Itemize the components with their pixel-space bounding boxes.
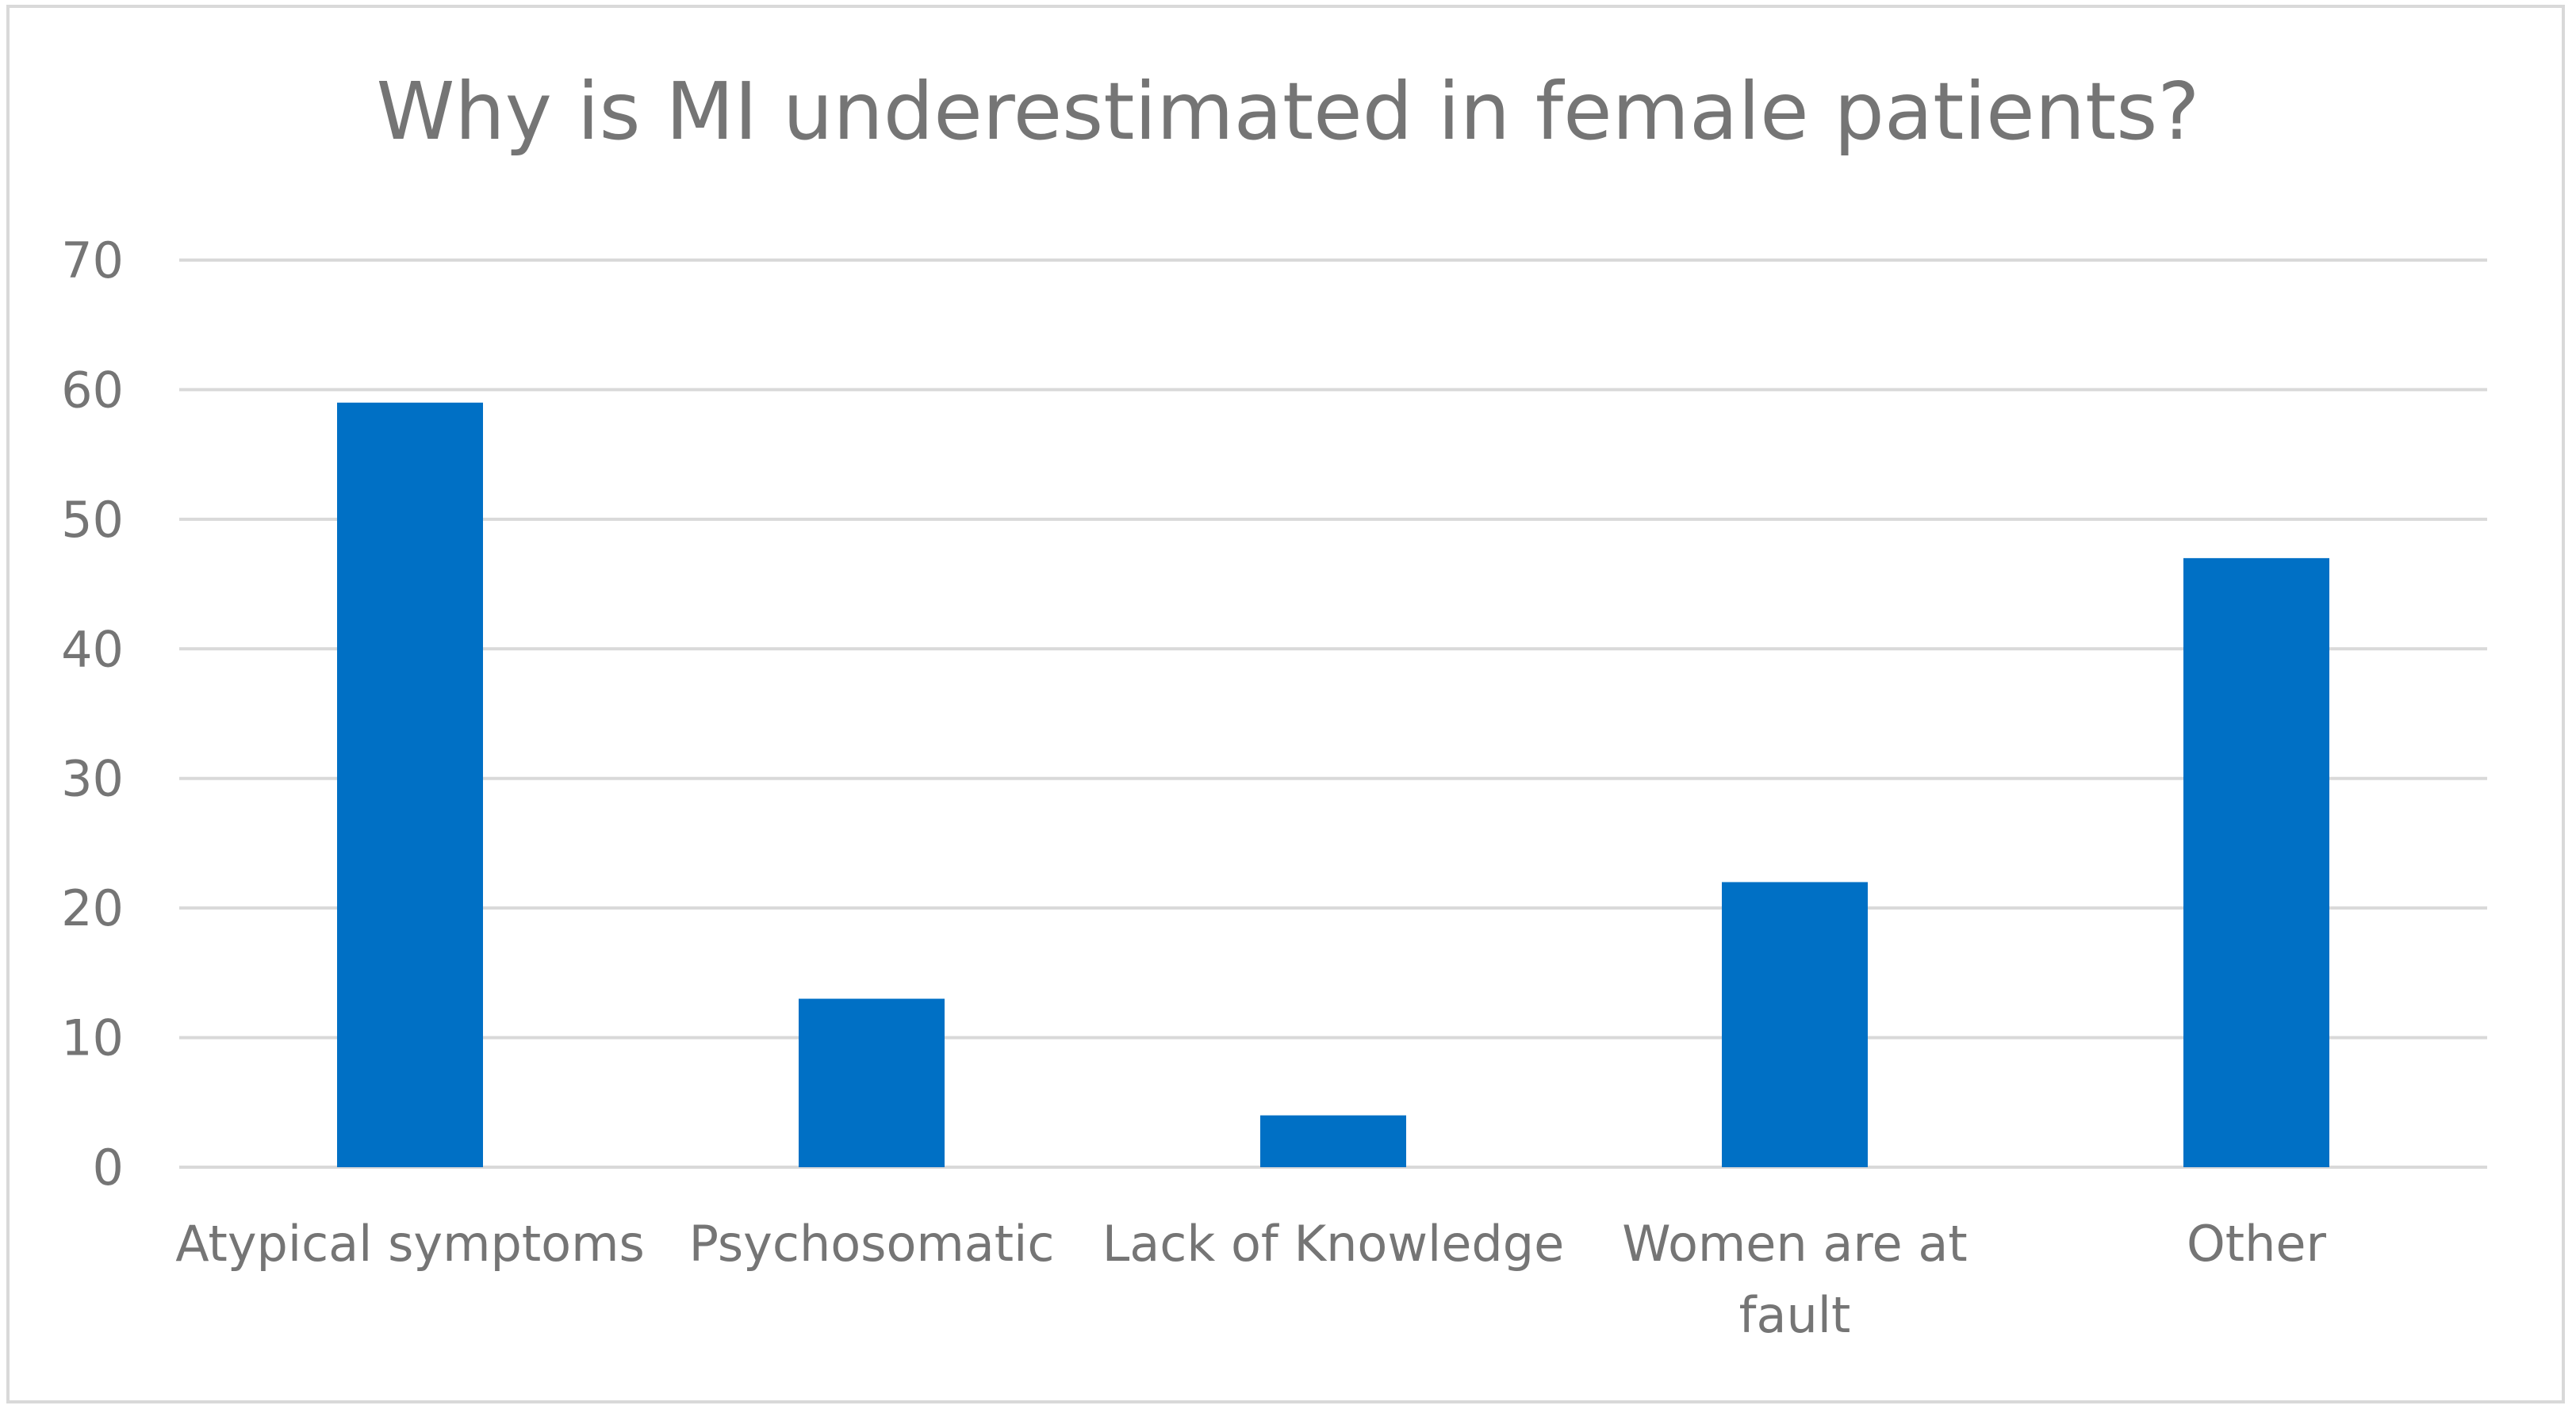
- y-tick-label: 70: [61, 232, 124, 289]
- bar: [799, 998, 945, 1167]
- x-tick-label: Lack of Knowledge: [1102, 1215, 1565, 1273]
- y-tick-label: 40: [61, 620, 124, 678]
- x-tick-label: Women are at: [1622, 1215, 1967, 1273]
- y-tick-label: 20: [61, 879, 124, 937]
- gridlines: [179, 258, 2487, 1169]
- x-axis-ticks: Atypical symptoms Psychosomatic Lack of Kn…: [175, 1215, 2326, 1344]
- y-tick-label: 50: [61, 491, 124, 549]
- x-tick-label: Other: [2187, 1215, 2327, 1273]
- bar: [1722, 882, 1868, 1167]
- y-tick-label: 30: [61, 750, 124, 808]
- x-tick-label: Psychosomatic: [689, 1215, 1055, 1273]
- bar: [337, 402, 483, 1167]
- y-tick-label: 60: [61, 361, 124, 419]
- x-tick-label: fault: [1739, 1286, 1851, 1344]
- bar: [1260, 1115, 1406, 1167]
- chart-title: Why is MI underestimated in female patie…: [376, 65, 2200, 158]
- y-tick-label: 0: [93, 1139, 124, 1197]
- x-tick-label: Atypical symptoms: [175, 1215, 645, 1273]
- y-tick-label: 10: [61, 1009, 124, 1067]
- bar: [2183, 557, 2329, 1167]
- y-axis-ticks: 0 10 20 30 40 50 60 70: [61, 232, 124, 1197]
- bars: [337, 402, 2329, 1167]
